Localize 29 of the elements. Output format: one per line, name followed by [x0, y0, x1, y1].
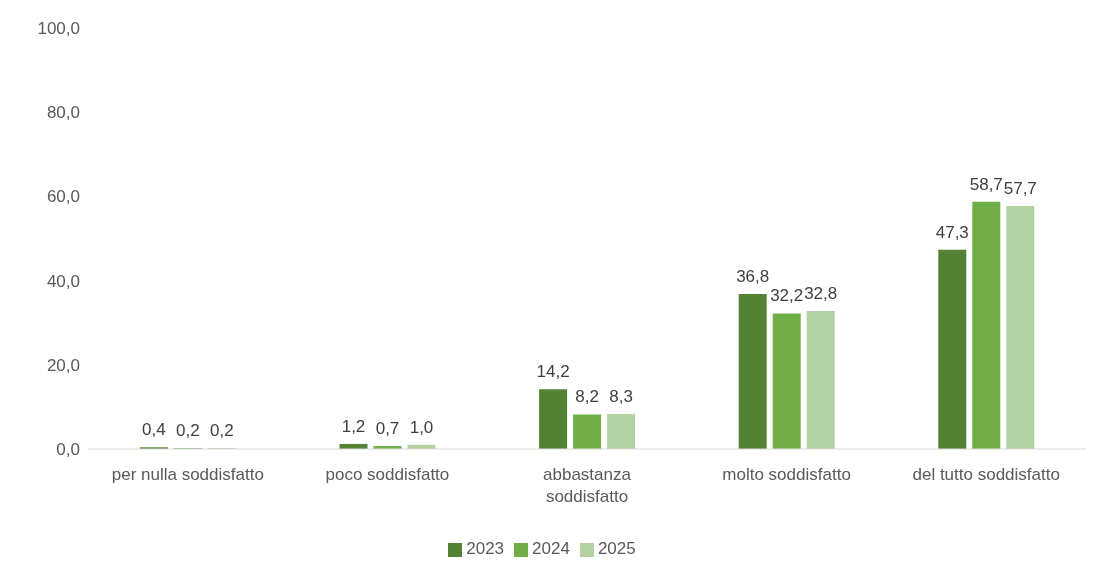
- data-label: 32,2: [770, 286, 804, 306]
- data-label: 0,2: [210, 421, 234, 441]
- x-tick-label: per nulla soddisfatto: [111, 465, 264, 485]
- data-label: 8,3: [609, 387, 633, 407]
- data-label: 47,3: [935, 222, 969, 242]
- data-label: 0,4: [142, 420, 166, 440]
- y-tick-label: 60,0: [46, 187, 80, 207]
- data-label: 58,7: [969, 174, 1003, 194]
- data-label: 14,2: [536, 362, 570, 382]
- data-label: 0,2: [176, 421, 200, 441]
- y-tick-label: 40,0: [46, 271, 80, 291]
- legend-label: 2025: [597, 539, 636, 558]
- x-tick-label: molto soddisfatto: [722, 465, 851, 485]
- x-tick-label: abbastanza soddisfatto: [543, 465, 632, 506]
- data-label: 8,2: [575, 387, 599, 407]
- legend-label: 2024: [532, 539, 570, 558]
- x-tick-label: poco soddisfatto: [325, 465, 450, 485]
- data-label: 1,2: [341, 416, 366, 436]
- data-label: 32,8: [804, 283, 838, 303]
- x-tick-label: del tutto soddisfatto: [912, 465, 1060, 485]
- y-tick-label: 20,0: [46, 355, 80, 375]
- legend-label: 2023: [466, 539, 505, 558]
- data-label: 0,7: [375, 419, 400, 439]
- y-tick-label: 0,0: [56, 440, 80, 460]
- y-tick-label: 80,0: [46, 103, 80, 123]
- data-label: 36,8: [736, 267, 770, 287]
- y-tick-label: 100,0: [37, 19, 80, 39]
- data-label: 57,7: [1003, 179, 1037, 199]
- data-label: 1,0: [409, 417, 434, 437]
